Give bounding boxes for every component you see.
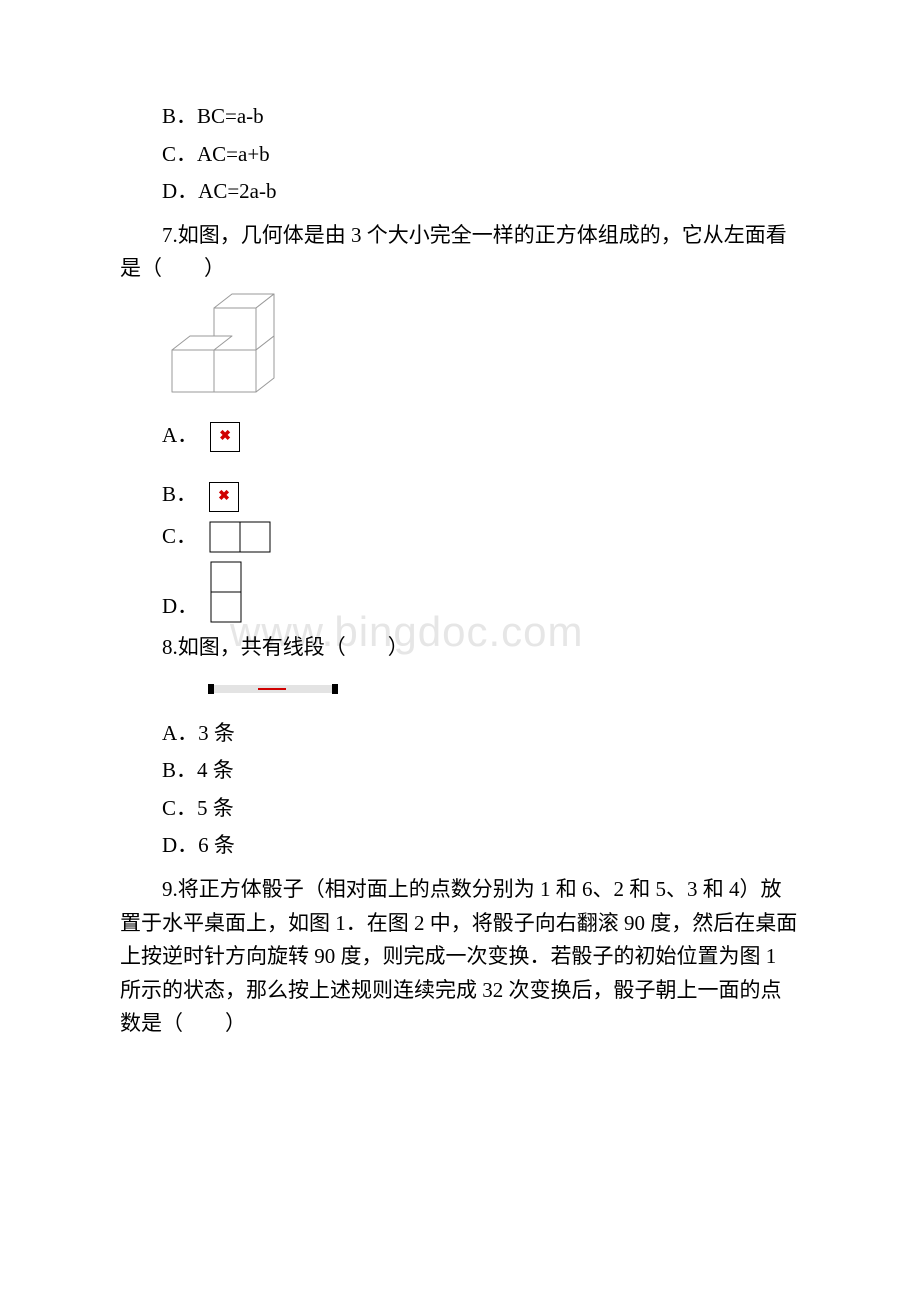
q7-option-d-label: D．	[162, 590, 198, 624]
q6-option-b: B．BC=a-b	[162, 100, 800, 134]
q8-option-d: D．6 条	[162, 829, 800, 863]
q7-option-a-label: A．	[162, 419, 198, 453]
q8-option-b: B．4 条	[162, 754, 800, 788]
q6-option-c: C．AC=a+b	[162, 138, 800, 172]
broken-image-icon	[210, 422, 240, 452]
q8-option-c: C．5 条	[162, 792, 800, 826]
q6-option-d: D．AC=2a-b	[162, 175, 800, 209]
q7-option-b-row: B．	[162, 478, 800, 512]
q7-figure	[162, 292, 800, 413]
q7-stem: 7.如图，几何体是由 3 个大小完全一样的正方体组成的，它从左面看是（ ）	[120, 219, 800, 286]
q7-option-a-row: A．	[162, 419, 800, 453]
broken-image-icon	[209, 482, 239, 512]
q7-option-b-label: B．	[162, 478, 197, 512]
q8-figure	[208, 673, 800, 707]
q7-option-c-label: C．	[162, 520, 197, 554]
q7-option-d-row: D．	[162, 561, 800, 623]
q8-stem: 8.如图，共有线段（ ）	[120, 631, 800, 665]
q7-option-c-row: C．	[162, 520, 800, 554]
q9-stem: 9.将正方体骰子（相对面上的点数分别为 1 和 6、2 和 5、3 和 4）放置…	[120, 873, 800, 1041]
q8-option-a: A．3 条	[162, 717, 800, 751]
q7-option-d-grid	[210, 561, 242, 623]
q7-option-c-grid	[209, 521, 271, 553]
